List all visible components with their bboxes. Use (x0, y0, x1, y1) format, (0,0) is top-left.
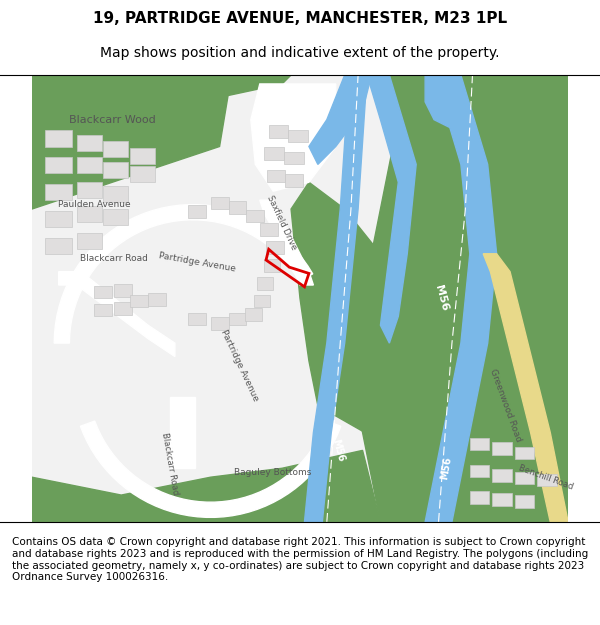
Bar (267, 170, 285, 182)
Bar (260, 223, 278, 236)
Bar (94, 286, 112, 298)
Bar (45, 238, 72, 254)
Bar (257, 277, 273, 289)
Text: Greenwood Road: Greenwood Road (488, 368, 523, 444)
Bar (515, 495, 534, 508)
Polygon shape (260, 200, 313, 285)
Bar (537, 474, 557, 486)
Text: Blackcarr Road: Blackcarr Road (80, 254, 148, 262)
Polygon shape (80, 421, 341, 518)
Polygon shape (367, 75, 416, 343)
Bar (170, 397, 196, 468)
Bar (515, 472, 534, 484)
Bar (77, 233, 101, 249)
Bar (492, 469, 512, 482)
Bar (470, 438, 490, 451)
Bar (264, 148, 284, 160)
Text: Map shows position and indicative extent of the property.: Map shows position and indicative extent… (100, 46, 500, 59)
Bar (148, 293, 166, 306)
Polygon shape (32, 75, 291, 138)
Polygon shape (309, 75, 371, 164)
Bar (45, 158, 72, 173)
Bar (45, 131, 72, 146)
Bar (269, 125, 289, 138)
Text: Paulden Avenue: Paulden Avenue (58, 200, 131, 209)
Text: Baguley Bottoms: Baguley Bottoms (235, 468, 312, 478)
Bar (245, 308, 262, 321)
Polygon shape (59, 272, 175, 356)
Polygon shape (483, 254, 568, 522)
Bar (77, 135, 101, 151)
Polygon shape (32, 93, 229, 209)
Polygon shape (291, 182, 389, 441)
Bar (103, 186, 128, 202)
Bar (114, 302, 132, 314)
Bar (254, 295, 269, 308)
Polygon shape (425, 75, 470, 129)
Bar (114, 284, 132, 297)
Bar (492, 442, 512, 455)
Text: Saxfield Drive: Saxfield Drive (266, 194, 299, 251)
Bar (247, 210, 264, 222)
Text: M56: M56 (330, 438, 346, 463)
Text: Partridge Avenue: Partridge Avenue (218, 328, 260, 402)
Bar (211, 318, 229, 330)
Bar (94, 304, 112, 316)
Bar (45, 211, 72, 227)
Bar (492, 493, 512, 506)
Bar (229, 201, 247, 214)
Bar (130, 295, 148, 308)
Text: Contains OS data © Crown copyright and database right 2021. This information is : Contains OS data © Crown copyright and d… (12, 538, 588, 582)
Polygon shape (344, 75, 568, 522)
Bar (103, 141, 128, 158)
Text: M56: M56 (439, 456, 452, 481)
Bar (77, 182, 101, 198)
Bar (285, 174, 302, 187)
Polygon shape (32, 451, 380, 522)
Polygon shape (416, 75, 497, 522)
Text: 19, PARTRIDGE AVENUE, MANCHESTER, M23 1PL: 19, PARTRIDGE AVENUE, MANCHESTER, M23 1P… (93, 11, 507, 26)
Bar (45, 184, 72, 200)
Bar (77, 206, 101, 222)
Bar (188, 312, 206, 325)
Bar (103, 162, 128, 177)
Bar (264, 259, 280, 272)
Bar (130, 148, 155, 164)
Bar (289, 129, 308, 142)
Bar (266, 241, 284, 254)
Text: Blackcarr Wood: Blackcarr Wood (69, 115, 155, 125)
Polygon shape (54, 204, 313, 343)
Text: Partridge Avenue: Partridge Avenue (158, 251, 236, 274)
Bar (470, 491, 490, 504)
Bar (515, 447, 534, 459)
Bar (211, 196, 229, 209)
Bar (470, 464, 490, 478)
Polygon shape (304, 75, 367, 522)
Bar (130, 166, 155, 182)
Polygon shape (251, 84, 336, 191)
Bar (103, 209, 128, 225)
Bar (77, 158, 101, 173)
Bar (284, 152, 304, 164)
Bar (188, 206, 206, 218)
Bar (229, 312, 247, 325)
Text: Blackcarr Road: Blackcarr Road (160, 432, 181, 496)
Text: Benchill Road: Benchill Road (517, 463, 574, 491)
Text: M56: M56 (433, 284, 449, 312)
